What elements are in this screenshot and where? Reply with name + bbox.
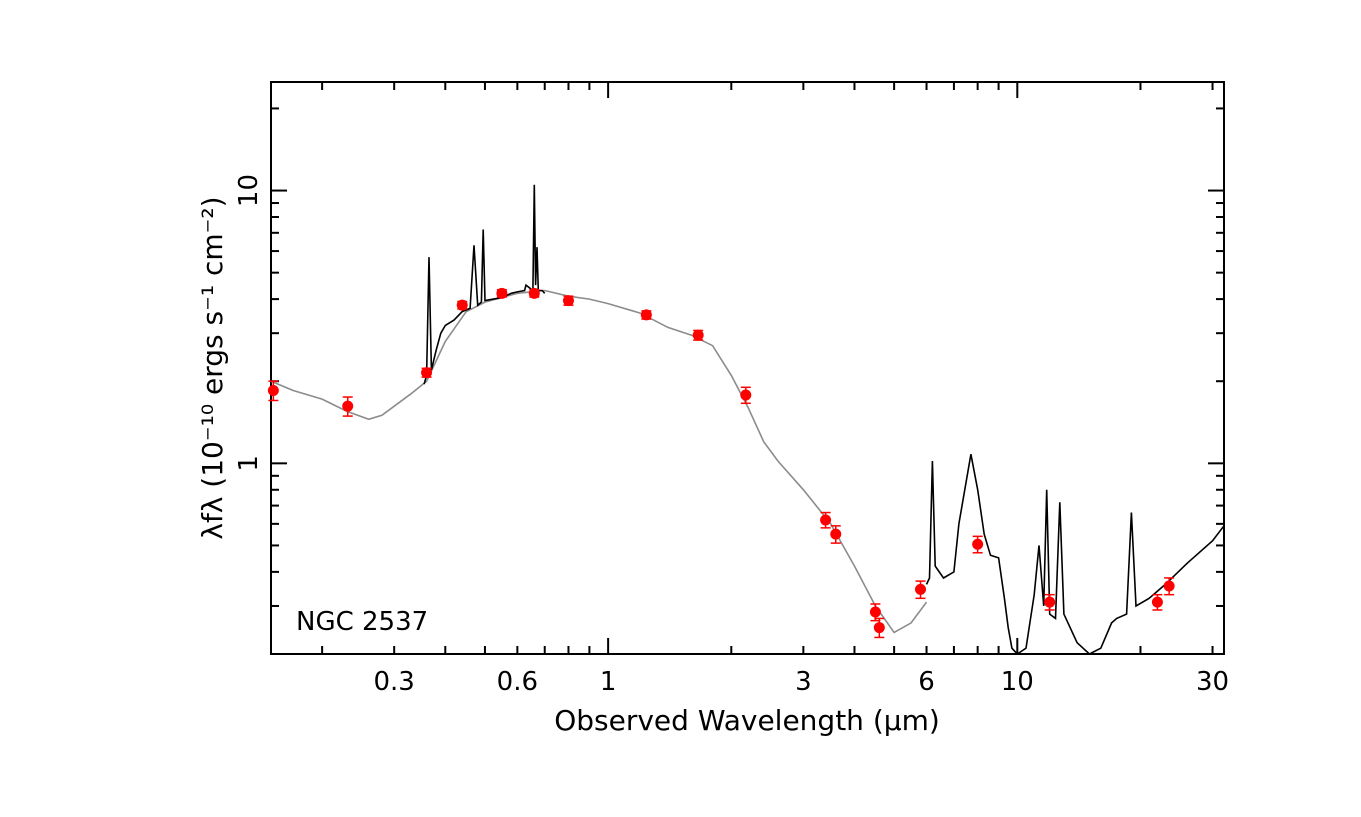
x-tick-label: 3 — [795, 667, 812, 697]
x-tick-labels: 0.3 0.6 1 3 6 10 30 — [373, 667, 1229, 697]
photometry-point — [562, 295, 574, 307]
photometry-point — [915, 583, 927, 595]
y-tick-label: 10 — [234, 174, 264, 207]
photometry-point — [972, 538, 984, 550]
x-tick-label: 30 — [1196, 667, 1229, 697]
model-layer — [270, 289, 928, 634]
photometry-point — [456, 299, 468, 311]
photometry-point — [1163, 580, 1175, 592]
photometry-point — [496, 287, 508, 299]
spectrum-layer — [423, 184, 1225, 656]
photometry-point — [342, 400, 354, 412]
photometry-layer — [267, 287, 1175, 639]
photometry-point — [267, 384, 279, 396]
y-axis-label: λfλ (10⁻¹⁰ ergs s⁻¹ cm⁻²) — [196, 196, 229, 539]
mid-ir-spectrum-line — [925, 454, 1225, 656]
x-tick-label: 10 — [1001, 667, 1034, 697]
photometry-point — [640, 309, 652, 321]
object-name-annotation: NGC 2537 — [296, 607, 428, 637]
x-axis-label: Observed Wavelength (μm) — [554, 704, 940, 737]
photometry-point — [873, 622, 885, 634]
axis-ticks — [271, 82, 1224, 655]
photometry-point — [528, 287, 540, 299]
photometry-point — [692, 329, 704, 341]
y-tick-labels: 1 10 — [234, 174, 264, 472]
photometry-point — [820, 514, 832, 526]
photometry-point — [830, 528, 842, 540]
x-tick-label: 0.3 — [373, 667, 414, 697]
y-tick-label: 1 — [234, 455, 264, 472]
x-tick-label: 0.6 — [497, 667, 538, 697]
photometry-point — [1151, 596, 1163, 608]
x-tick-label: 6 — [918, 667, 935, 697]
model-sed-line — [270, 289, 928, 634]
photometry-point — [421, 367, 433, 379]
x-tick-label: 1 — [600, 667, 617, 697]
optical-spectrum-line — [423, 184, 546, 385]
photometry-point — [1044, 596, 1056, 608]
plot-frame — [270, 81, 1225, 655]
photometry-point — [740, 389, 752, 401]
photometry-point — [869, 606, 881, 618]
